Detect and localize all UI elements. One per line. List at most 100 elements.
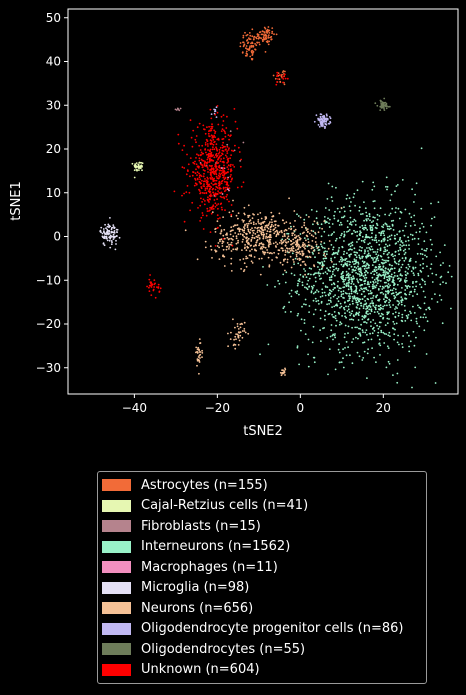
data-point xyxy=(363,271,366,274)
data-point xyxy=(118,236,121,239)
data-point xyxy=(210,212,213,215)
data-point xyxy=(385,299,388,302)
data-point xyxy=(313,220,316,223)
data-point xyxy=(394,275,396,277)
data-point xyxy=(424,296,427,298)
data-point xyxy=(403,234,406,237)
data-point xyxy=(297,248,299,251)
data-point xyxy=(234,248,237,251)
data-point xyxy=(304,270,307,272)
data-point xyxy=(398,343,400,346)
data-point xyxy=(317,266,319,268)
data-point xyxy=(258,237,261,240)
data-point xyxy=(323,120,325,123)
data-point xyxy=(366,283,369,286)
data-point xyxy=(431,298,433,300)
data-point xyxy=(259,353,261,356)
data-point xyxy=(328,292,331,294)
data-point xyxy=(227,164,230,167)
data-point xyxy=(395,322,398,325)
data-point xyxy=(247,41,250,44)
data-point xyxy=(373,311,376,313)
data-point xyxy=(262,40,264,43)
data-point xyxy=(393,333,396,336)
data-point xyxy=(421,248,423,251)
data-point xyxy=(362,305,365,307)
data-point xyxy=(360,249,363,252)
data-point xyxy=(355,313,357,316)
series-7-points xyxy=(210,106,332,129)
data-point xyxy=(439,251,441,254)
data-point xyxy=(299,233,302,235)
data-point xyxy=(361,283,364,286)
data-point xyxy=(211,208,214,210)
data-point xyxy=(356,273,359,275)
data-point xyxy=(260,233,263,236)
data-point xyxy=(242,36,245,39)
data-point xyxy=(347,305,350,308)
data-point xyxy=(342,290,345,293)
data-point xyxy=(260,223,262,226)
data-point xyxy=(288,197,290,200)
data-point xyxy=(374,266,377,268)
legend-label: Oligodendrocytes (n=55) xyxy=(141,641,306,657)
data-point xyxy=(218,148,221,151)
data-point xyxy=(309,256,312,259)
data-point xyxy=(347,281,350,284)
data-point xyxy=(246,239,249,242)
data-point xyxy=(351,248,353,251)
data-point xyxy=(267,256,270,259)
data-point xyxy=(420,207,423,210)
data-point xyxy=(355,251,357,254)
data-point xyxy=(363,265,365,267)
series-5-points xyxy=(99,217,121,251)
data-point xyxy=(369,312,371,315)
data-point xyxy=(361,315,364,318)
data-point xyxy=(267,30,269,33)
data-point xyxy=(389,227,392,230)
data-point xyxy=(393,323,396,325)
data-point xyxy=(307,230,309,233)
data-point xyxy=(247,230,250,233)
data-point xyxy=(388,279,391,281)
data-point xyxy=(233,166,236,168)
data-point xyxy=(386,259,389,262)
data-point xyxy=(346,264,349,267)
data-point xyxy=(387,256,390,259)
data-point xyxy=(433,216,436,219)
data-point xyxy=(246,223,248,225)
data-point xyxy=(217,190,220,193)
data-point xyxy=(340,361,343,363)
data-point xyxy=(348,229,351,231)
data-point xyxy=(305,287,308,289)
data-point xyxy=(223,175,225,177)
data-point xyxy=(318,303,320,305)
data-point xyxy=(229,175,232,178)
data-point xyxy=(342,366,345,369)
data-point xyxy=(388,331,391,334)
data-point xyxy=(379,265,382,268)
data-point xyxy=(358,206,361,209)
data-point xyxy=(206,185,209,188)
data-point xyxy=(250,244,253,247)
data-point xyxy=(420,147,423,150)
data-point xyxy=(420,286,423,289)
data-point xyxy=(387,292,389,295)
data-point xyxy=(261,33,264,36)
data-point xyxy=(232,344,235,347)
data-point xyxy=(203,172,205,175)
data-point xyxy=(198,351,201,353)
data-point xyxy=(426,320,429,323)
data-point xyxy=(445,282,447,285)
data-point xyxy=(392,312,394,315)
data-point xyxy=(305,229,308,232)
data-point xyxy=(245,50,248,53)
data-point xyxy=(405,293,407,296)
data-point xyxy=(371,302,373,304)
data-point xyxy=(250,44,253,47)
data-point xyxy=(235,235,238,238)
data-point xyxy=(398,260,400,263)
data-point xyxy=(220,167,223,169)
data-point xyxy=(340,223,343,226)
data-point xyxy=(229,180,232,183)
